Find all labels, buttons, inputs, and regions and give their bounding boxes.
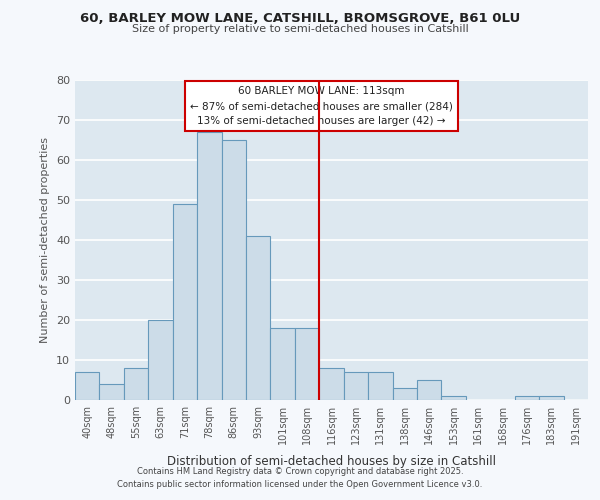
Bar <box>271 328 295 400</box>
Text: 60, BARLEY MOW LANE, CATSHILL, BROMSGROVE, B61 0LU: 60, BARLEY MOW LANE, CATSHILL, BROMSGROV… <box>80 12 520 26</box>
Bar <box>417 380 442 400</box>
Bar <box>392 388 417 400</box>
Bar <box>173 204 197 400</box>
Bar <box>368 372 392 400</box>
Bar <box>221 140 246 400</box>
Bar <box>515 396 539 400</box>
Bar <box>246 236 271 400</box>
Text: Size of property relative to semi-detached houses in Catshill: Size of property relative to semi-detach… <box>131 24 469 34</box>
Bar <box>319 368 344 400</box>
Bar <box>442 396 466 400</box>
Bar <box>124 368 148 400</box>
Bar <box>75 372 100 400</box>
Text: Contains public sector information licensed under the Open Government Licence v3: Contains public sector information licen… <box>118 480 482 489</box>
Bar <box>295 328 319 400</box>
Y-axis label: Number of semi-detached properties: Number of semi-detached properties <box>40 137 50 343</box>
Text: 60 BARLEY MOW LANE: 113sqm
← 87% of semi-detached houses are smaller (284)
13% o: 60 BARLEY MOW LANE: 113sqm ← 87% of semi… <box>190 86 452 126</box>
Text: Contains HM Land Registry data © Crown copyright and database right 2025.: Contains HM Land Registry data © Crown c… <box>137 467 463 476</box>
Bar <box>539 396 563 400</box>
Bar <box>197 132 221 400</box>
Bar <box>100 384 124 400</box>
Bar <box>148 320 173 400</box>
X-axis label: Distribution of semi-detached houses by size in Catshill: Distribution of semi-detached houses by … <box>167 455 496 468</box>
Bar <box>344 372 368 400</box>
